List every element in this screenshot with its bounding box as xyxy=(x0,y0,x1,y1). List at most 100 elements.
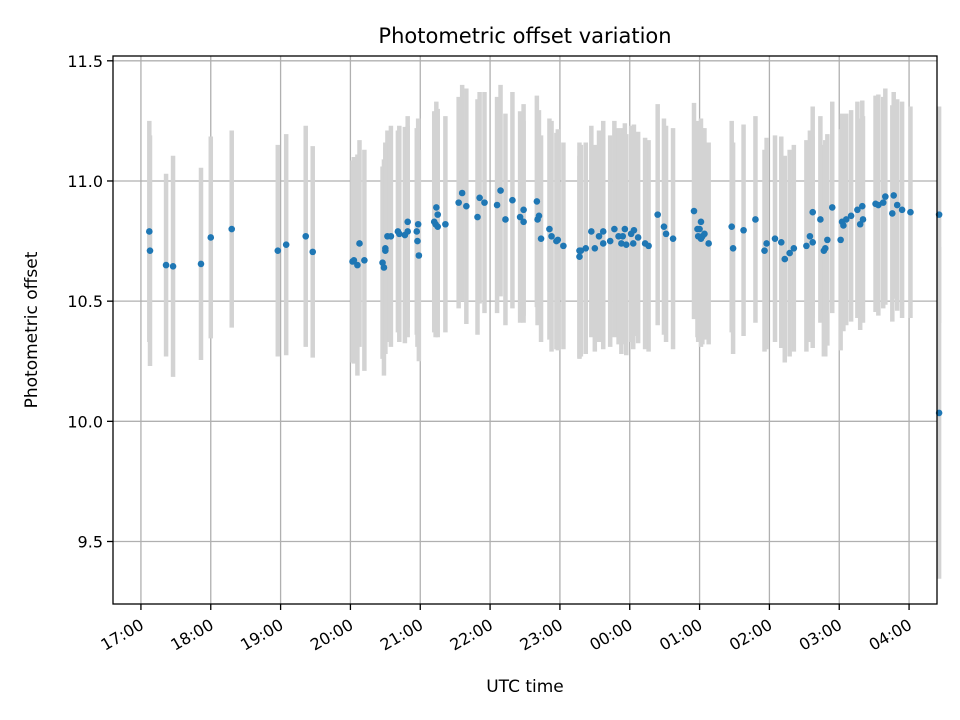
data-point xyxy=(875,201,882,209)
y-tick-label: 9.5 xyxy=(78,533,103,552)
data-point xyxy=(361,256,368,264)
data-point xyxy=(907,208,914,216)
data-point xyxy=(641,240,649,247)
data-point xyxy=(634,234,642,241)
data-point xyxy=(662,230,670,238)
data-point xyxy=(354,261,361,269)
x-axis-label: UTC time xyxy=(486,677,564,697)
data-point xyxy=(824,236,831,244)
data-point xyxy=(777,238,785,246)
data-point xyxy=(497,187,504,194)
data-point xyxy=(790,244,798,252)
data-point xyxy=(803,242,810,250)
data-point xyxy=(595,232,603,240)
data-point xyxy=(828,204,836,211)
data-point xyxy=(786,249,793,257)
data-point xyxy=(414,237,421,245)
data-point xyxy=(442,220,449,228)
data-point xyxy=(356,240,363,247)
data-point xyxy=(621,225,629,233)
data-point xyxy=(481,199,488,206)
data-point xyxy=(520,206,527,214)
data-point xyxy=(660,223,668,230)
data-point xyxy=(701,230,708,238)
data-point xyxy=(387,232,395,240)
data-point xyxy=(889,210,896,217)
data-point xyxy=(282,241,290,248)
axes-frame xyxy=(112,55,938,605)
data-point xyxy=(228,225,236,233)
data-point xyxy=(455,199,462,206)
data-point xyxy=(696,225,703,233)
y-axis-label: Photometric offset xyxy=(22,251,42,408)
data-point xyxy=(854,206,861,214)
data-point xyxy=(404,228,411,235)
data-point xyxy=(302,232,310,240)
data-point xyxy=(806,232,814,240)
data-point xyxy=(476,194,483,202)
data-point xyxy=(548,232,555,240)
data-point xyxy=(858,202,866,210)
data-point xyxy=(817,216,824,223)
data-point xyxy=(606,237,614,245)
data-point xyxy=(404,218,411,226)
data-point xyxy=(553,237,560,245)
data-point xyxy=(842,216,850,223)
data-point xyxy=(599,240,607,247)
data-point xyxy=(146,228,153,235)
data-point xyxy=(781,255,789,263)
data-point xyxy=(146,247,154,254)
data-point xyxy=(274,247,282,254)
data-point xyxy=(856,220,864,228)
data-point xyxy=(840,222,847,229)
data-point xyxy=(434,211,442,218)
data-point xyxy=(893,201,901,209)
data-point xyxy=(761,247,768,254)
data-point xyxy=(752,216,759,223)
y-tick-label: 10.0 xyxy=(67,412,103,431)
data-point xyxy=(591,244,599,252)
data-point xyxy=(728,223,735,230)
data-point xyxy=(859,216,867,223)
data-point xyxy=(879,199,887,206)
data-point xyxy=(821,244,829,252)
data-point xyxy=(520,218,527,226)
data-point xyxy=(629,240,637,247)
y-tick-label: 11.5 xyxy=(67,52,103,71)
data-point xyxy=(516,213,524,221)
data-point xyxy=(763,240,770,247)
data-point xyxy=(576,253,583,260)
data-point xyxy=(533,198,541,205)
data-point xyxy=(599,228,607,235)
data-point xyxy=(898,206,906,214)
data-point xyxy=(546,225,553,233)
data-point xyxy=(705,240,712,247)
data-point xyxy=(619,232,627,240)
data-points xyxy=(146,187,943,417)
chart-title: Photometric offset variation xyxy=(378,24,671,48)
data-point xyxy=(382,244,389,252)
data-point xyxy=(433,204,440,211)
data-point xyxy=(350,256,358,264)
data-point xyxy=(415,252,423,259)
y-tick-label: 10.5 xyxy=(67,292,103,311)
data-point xyxy=(622,241,630,248)
data-point xyxy=(207,234,215,241)
data-point xyxy=(309,248,317,256)
data-point xyxy=(582,244,590,252)
data-point xyxy=(162,261,170,269)
data-point xyxy=(502,216,509,223)
data-point xyxy=(414,220,422,228)
data-point xyxy=(809,208,817,216)
data-point xyxy=(654,211,661,218)
data-point xyxy=(169,263,177,270)
data-point xyxy=(197,260,205,268)
y-axis-ticks: 9.5 10.0 10.5 11.0 11.5 xyxy=(67,52,113,552)
data-point xyxy=(474,213,481,221)
data-point xyxy=(432,220,439,228)
data-point xyxy=(809,238,817,246)
data-point xyxy=(690,207,698,215)
data-point xyxy=(771,235,779,242)
data-point xyxy=(847,212,855,220)
